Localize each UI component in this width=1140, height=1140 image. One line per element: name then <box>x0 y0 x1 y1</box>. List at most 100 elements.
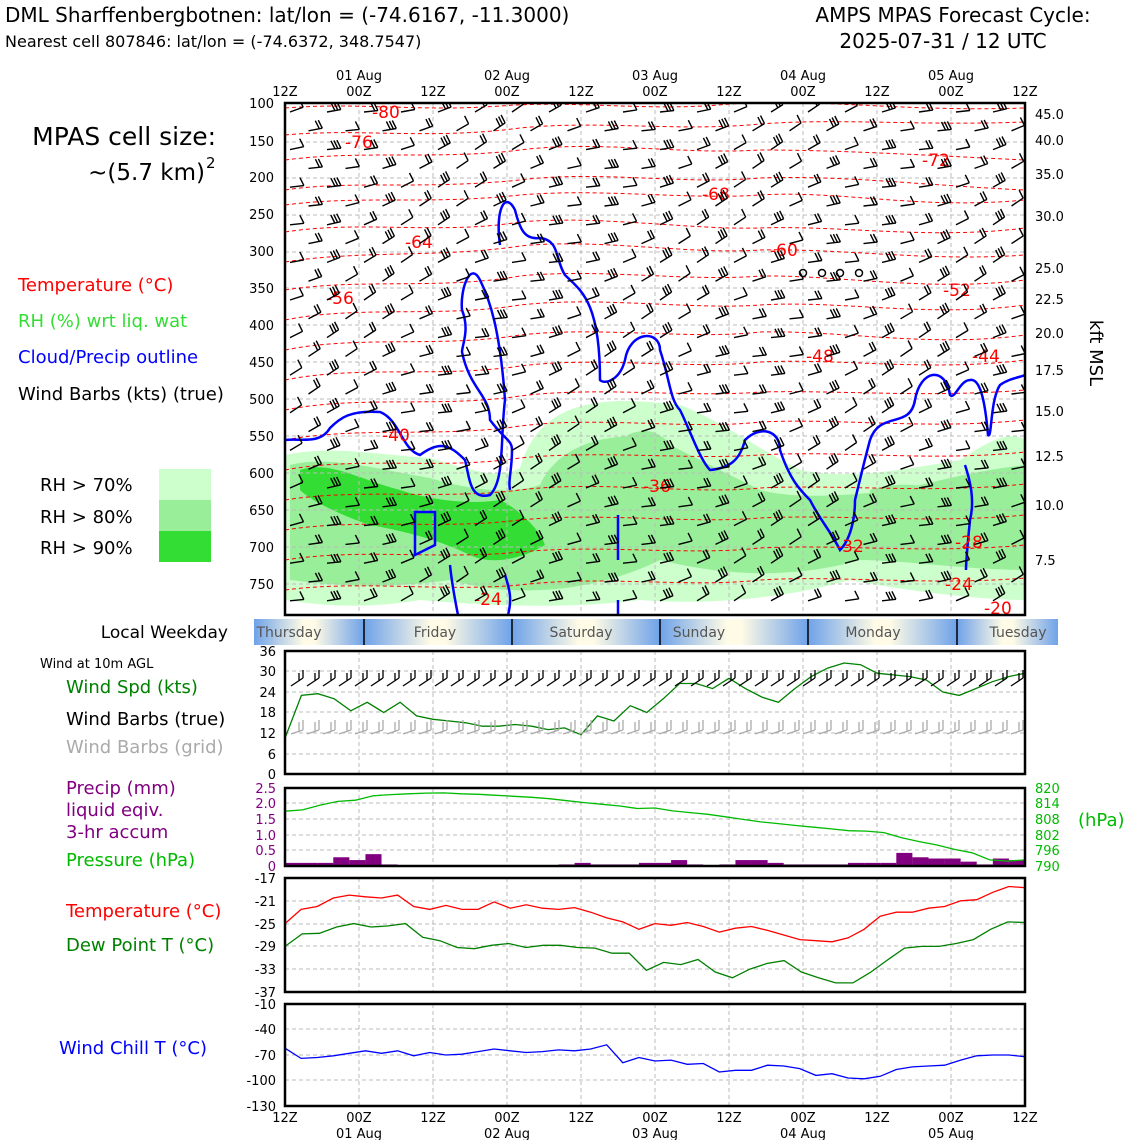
wind-barb <box>845 289 859 300</box>
wind-barb <box>938 341 950 356</box>
kft-tick: 45.0 <box>1035 108 1064 123</box>
wind-barb <box>845 253 859 263</box>
wind-barb <box>531 309 545 319</box>
weekday-name: Saturday <box>549 625 612 641</box>
wind-barb-grid <box>947 720 959 734</box>
wind-barb <box>420 190 432 206</box>
wind-barb <box>753 116 765 131</box>
y-tick-label: -21 <box>255 895 276 910</box>
bottom-hour-label: 12Z <box>864 1111 890 1126</box>
wind-barb <box>346 230 359 243</box>
wind-barb <box>790 383 804 395</box>
top-date-label: 05 Aug <box>928 69 974 84</box>
wind-barb-grid <box>419 720 431 734</box>
wind-barb-grid <box>931 720 943 734</box>
cell-size-text: ~(5.7 km) <box>88 160 205 186</box>
wind-barb <box>383 342 396 356</box>
legend-rh80-swatch <box>159 500 211 531</box>
wind-barb <box>494 153 506 168</box>
wind-barb <box>734 327 748 338</box>
wind-barb <box>919 399 932 413</box>
y-tick-label: 1.0 <box>255 829 276 844</box>
wind-barb <box>716 266 728 281</box>
wind-barb <box>956 175 969 187</box>
wind-barb <box>938 420 951 432</box>
panel-frame <box>285 651 1025 774</box>
wind-barb <box>901 457 914 470</box>
wind-barb <box>938 121 952 130</box>
wind-barb <box>346 121 360 130</box>
y-tick-right-label: 796 <box>1035 844 1060 859</box>
wind-barb <box>864 234 878 244</box>
wind-barb-true <box>739 670 751 686</box>
kft-tick: 20.0 <box>1035 327 1064 342</box>
wind-barb-true <box>931 670 943 686</box>
wind-barb-grid <box>979 720 991 734</box>
wind-barb <box>568 118 581 131</box>
wind-barb <box>327 249 340 262</box>
wind-barb <box>753 229 766 243</box>
wind-barb <box>882 591 896 601</box>
wind-barb-grid <box>611 720 623 734</box>
wind-barb-true <box>563 670 575 686</box>
wind-barb-true <box>515 670 527 686</box>
y-tick-label: 0.5 <box>255 844 276 859</box>
wind-barb-true <box>403 670 415 686</box>
wind-barb <box>697 364 711 375</box>
wind-barb <box>660 175 673 187</box>
wind-barb <box>993 172 1005 187</box>
wind-barb <box>420 422 434 431</box>
wind-barb <box>679 304 691 319</box>
wind-barb <box>327 398 339 413</box>
wind-barb <box>679 228 691 244</box>
temp-label: -24 <box>474 590 502 610</box>
wind-barb <box>975 191 987 206</box>
wind-barb-true <box>899 670 911 686</box>
precip-bar <box>333 857 349 866</box>
wind-barb <box>864 306 877 319</box>
wind-barb <box>919 438 932 450</box>
wind-barb <box>309 196 323 206</box>
dewpoint-legend: Dew Point T (°C) <box>66 935 214 956</box>
wind-barb-true <box>707 670 719 686</box>
wind-barb <box>494 309 508 318</box>
temp-label: -76 <box>345 133 373 153</box>
wind-barb-true <box>611 670 623 686</box>
precip-bar <box>896 853 912 866</box>
wind-barb <box>808 435 820 450</box>
precip-legend-2: liquid eqiv. <box>66 800 163 821</box>
windchill-legend: Wind Chill T (°C) <box>59 1038 207 1059</box>
wind-barb <box>1012 422 1026 432</box>
wind-barb <box>401 137 414 149</box>
wind-barb <box>512 328 526 338</box>
pressure-tick: 700 <box>249 541 274 556</box>
wind-barb <box>1012 384 1026 394</box>
temp-legend: Temperature (°C) <box>65 901 221 922</box>
wind-barb <box>697 324 710 337</box>
wind-barb <box>290 99 303 112</box>
wind-barb-true <box>595 670 607 686</box>
kft-axis-label: kft MSL <box>1085 320 1106 386</box>
y-tick-label: 2.0 <box>255 797 276 812</box>
wind-barb <box>420 384 434 394</box>
wind-barb <box>753 269 766 281</box>
wind-barb <box>309 159 323 169</box>
temp-label: -44 <box>972 347 1000 367</box>
y-tick-label: 6 <box>268 748 276 763</box>
wind-barb <box>457 116 469 131</box>
top-hour-label: 00Z <box>790 85 816 100</box>
wind-barb <box>679 382 693 394</box>
y-tick-label: 2.5 <box>255 782 276 797</box>
wind-barb <box>864 342 876 357</box>
legend-barbs: Wind Barbs (kts) (true) <box>18 384 224 405</box>
wind-barb <box>901 378 913 394</box>
precip-bar <box>365 854 381 866</box>
temperature-panel: -17-21-25-29-33-37 <box>255 872 1025 1001</box>
wind-barb-true <box>483 670 495 686</box>
cycle-title: AMPS MPAS Forecast Cycle: <box>815 3 1090 27</box>
wind-barb <box>790 153 802 168</box>
wind-barb <box>790 115 802 131</box>
wind-barb <box>642 194 656 206</box>
wind-barb <box>309 304 321 319</box>
wind-barb-grid <box>307 720 319 734</box>
